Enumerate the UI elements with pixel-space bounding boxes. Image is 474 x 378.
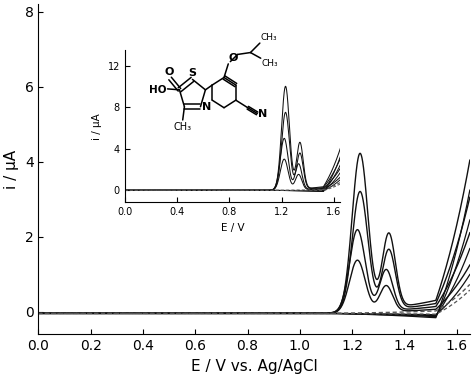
Text: CH₃: CH₃ [173, 122, 192, 132]
Text: N: N [258, 109, 268, 119]
Text: O: O [228, 53, 238, 63]
Text: CH₃: CH₃ [261, 59, 278, 68]
Text: HO: HO [149, 85, 167, 95]
Y-axis label: i / μA: i / μA [4, 150, 19, 189]
Text: S: S [189, 68, 196, 78]
Text: O: O [164, 67, 174, 77]
Text: CH₃: CH₃ [260, 33, 277, 42]
Text: N: N [202, 102, 211, 112]
X-axis label: E / V vs. Ag/AgCl: E / V vs. Ag/AgCl [191, 359, 318, 374]
